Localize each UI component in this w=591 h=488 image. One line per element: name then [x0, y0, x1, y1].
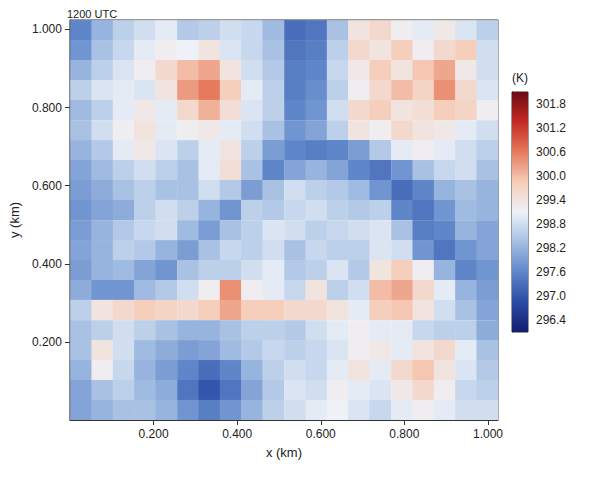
svg-text:298.2: 298.2 — [536, 241, 566, 255]
svg-text:0.200: 0.200 — [32, 335, 62, 349]
svg-text:1.000: 1.000 — [473, 427, 503, 441]
svg-text:298.8: 298.8 — [536, 217, 566, 231]
svg-text:(K): (K) — [512, 71, 528, 85]
svg-text:0.800: 0.800 — [32, 101, 62, 115]
svg-text:0.200: 0.200 — [139, 427, 169, 441]
svg-text:300.0: 300.0 — [536, 169, 566, 183]
svg-text:0.800: 0.800 — [389, 427, 419, 441]
svg-text:296.4: 296.4 — [536, 313, 566, 327]
svg-text:301.8: 301.8 — [536, 97, 566, 111]
svg-text:x (km): x (km) — [266, 445, 302, 460]
svg-text:301.2: 301.2 — [536, 121, 566, 135]
svg-text:0.400: 0.400 — [222, 427, 252, 441]
svg-text:0.600: 0.600 — [306, 427, 336, 441]
svg-text:299.4: 299.4 — [536, 193, 566, 207]
svg-text:y (km): y (km) — [7, 202, 22, 238]
svg-text:297.0: 297.0 — [536, 289, 566, 303]
svg-text:0.600: 0.600 — [32, 179, 62, 193]
svg-text:1.000: 1.000 — [32, 22, 62, 36]
svg-text:300.6: 300.6 — [536, 145, 566, 159]
svg-text:297.6: 297.6 — [536, 265, 566, 279]
svg-text:1200 UTC: 1200 UTC — [67, 8, 117, 20]
svg-text:0.400: 0.400 — [32, 257, 62, 271]
